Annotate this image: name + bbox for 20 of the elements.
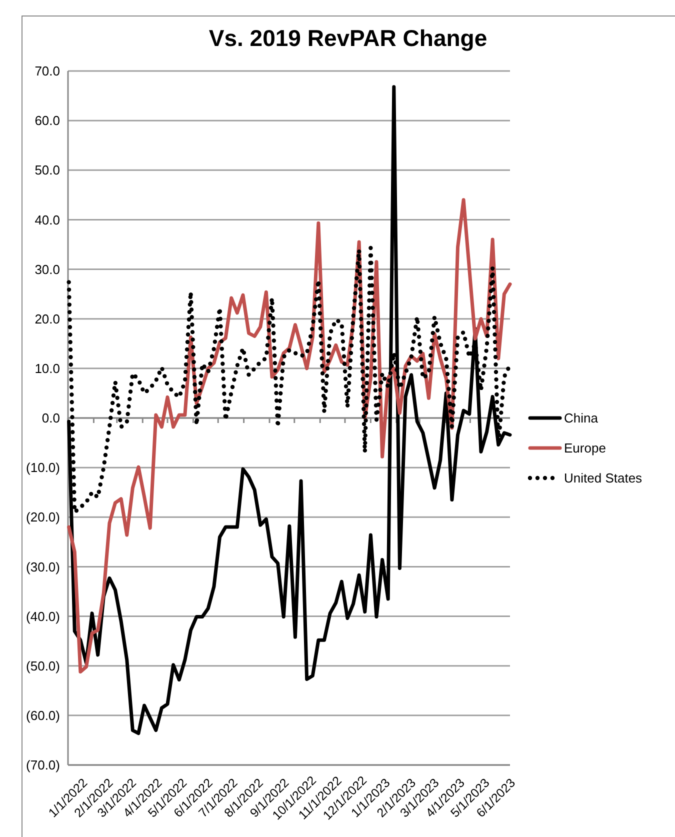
y-tick-label: (30.0) [26,559,60,574]
y-tick-label: 0.0 [42,410,60,426]
y-tick-label: (40.0) [26,608,60,624]
y-tick-label: (50.0) [26,658,60,674]
y-tick-label: (10.0) [26,460,60,476]
y-tick-label: 10.0 [34,360,60,376]
y-tick-label: 30.0 [34,262,60,277]
y-tick-label: (70.0) [26,758,60,773]
y-tick-label: (60.0) [26,708,60,723]
line-series [67,85,512,736]
chart-title: Vs. 2019 RevPAR Change [208,25,488,51]
y-tick-label: 20.0 [34,311,60,326]
y-tick-label: 70.0 [34,64,60,79]
legend-label: United States [564,470,643,486]
y-tick-label: 50.0 [34,162,60,178]
y-tick-label: 40.0 [34,212,60,228]
y-tick-label: (20.0) [26,510,60,525]
y-tick-label: 60.0 [34,113,60,128]
legend-label: Europe [564,440,606,456]
legend-label: China [564,410,599,426]
